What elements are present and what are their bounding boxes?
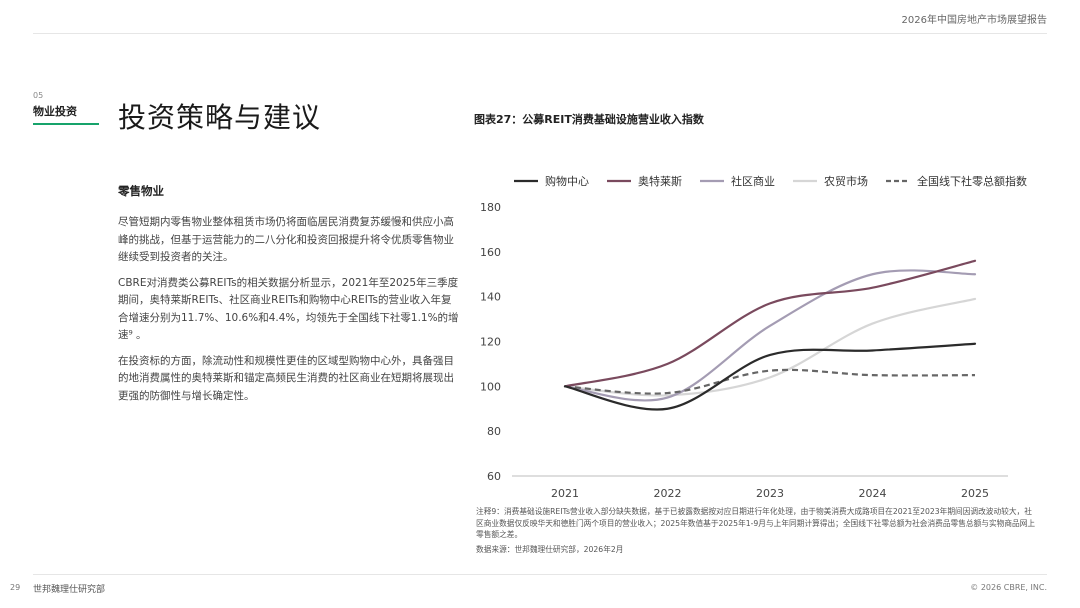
legend-label: 奥特莱斯 <box>638 174 682 188</box>
series-line <box>563 269 977 402</box>
copyright: © 2026 CBRE, INC. <box>970 583 1047 592</box>
y-tick-label: 160 <box>480 246 501 259</box>
line-chart: 60 80 100 120 140 160 180 2021 2022 2023 2024 2025 购… <box>480 174 1027 500</box>
section-name: 物业投资 <box>33 105 77 118</box>
x-tick-label: 2022 <box>654 487 682 500</box>
legend-label: 全国线下社零总额指数 <box>917 174 1027 188</box>
report-title: 2026年中国房地产市场展望报告 <box>901 15 1047 26</box>
x-tick-label: 2025 <box>961 487 989 500</box>
y-tick-label: 140 <box>480 291 501 304</box>
footer-divider <box>33 574 1047 575</box>
figure-note: 注释9：消费基础设施REITs营业收入部分缺失数据，基于已披露数据按对应日期进行… <box>476 507 1036 539</box>
x-tick-label: 2024 <box>859 487 887 500</box>
header-divider <box>33 33 1047 34</box>
y-tick-label: 100 <box>480 380 501 393</box>
figure-notes: 注释9：消费基础设施REITs营业收入部分缺失数据，基于已披露数据按对应日期进行… <box>476 506 1036 555</box>
series-line <box>563 297 977 397</box>
figure-title: 图表27：公募REIT消费基础设施营业收入指数 <box>474 113 704 126</box>
figure-source: 数据来源：世邦魏理仕研究部，2026年2月 <box>476 544 624 554</box>
section-number: 05 <box>33 91 44 100</box>
x-tick-label: 2021 <box>551 487 579 500</box>
paragraph-2: CBRE对消费类公募REITs的相关数据分析显示，2021年至2025年三季度期… <box>118 276 459 342</box>
subtitle: 零售物业 <box>118 184 164 198</box>
footer-org: 世邦魏理仕研究部 <box>33 585 106 595</box>
paragraph-1: 尽管短期内零售物业整体租赁市场仍将面临居民消费复苏缓慢和供应小高峰的挑战，但基于… <box>118 216 454 263</box>
page-number: 29 <box>10 583 21 592</box>
series-line <box>563 259 977 388</box>
legend-label: 购物中心 <box>545 174 589 188</box>
body-text-column: 零售物业 尽管短期内零售物业整体租赁市场仍将面临居民消费复苏缓慢和供应小高峰的挑… <box>118 183 460 413</box>
y-tick-label: 80 <box>487 425 501 438</box>
series-line <box>564 368 976 395</box>
series-line <box>563 342 977 411</box>
paragraph-3: 在投资标的方面，除流动性和规模性更佳的区域型购物中心外，具备强目的地消费属性的奥… <box>118 354 454 402</box>
legend-label: 农贸市场 <box>824 174 868 188</box>
section-accent-bar <box>33 123 99 125</box>
legend-label: 社区商业 <box>731 174 775 188</box>
y-tick-label: 120 <box>480 336 501 349</box>
page-heading: 投资策略与建议 <box>118 101 322 134</box>
x-tick-label: 2023 <box>756 487 784 500</box>
y-tick-label: 180 <box>480 201 501 214</box>
y-tick-label: 60 <box>487 470 501 483</box>
